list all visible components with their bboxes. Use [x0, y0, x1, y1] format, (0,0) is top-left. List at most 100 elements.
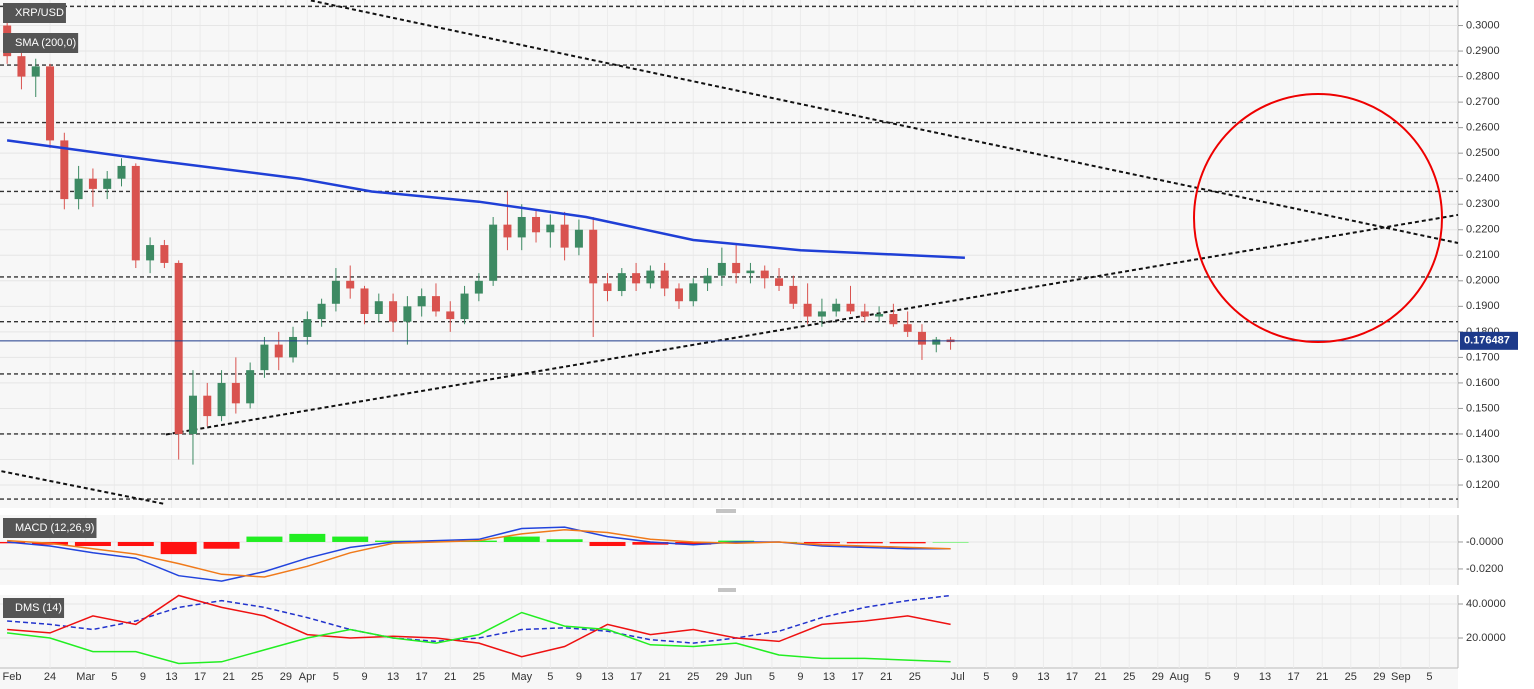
y-tick-label: 0.2900	[1466, 45, 1500, 57]
candle-body	[360, 288, 369, 314]
y-tick-label: 0.2400	[1466, 173, 1500, 185]
candle-body	[903, 324, 912, 332]
candle-body	[589, 229, 598, 284]
y-tick-label: 0.2000	[1466, 275, 1500, 287]
candle-body	[732, 262, 741, 274]
candle-body	[431, 296, 440, 312]
panel-title: MACD (12,26,9)	[15, 522, 94, 534]
x-tick-label: 29	[1373, 671, 1385, 683]
x-tick-label: 13	[601, 671, 613, 683]
histogram-bar	[117, 541, 154, 547]
x-tick-label: Sep	[1391, 671, 1411, 683]
x-tick-label: Jun	[734, 671, 752, 683]
x-tick-label: 5	[1426, 671, 1432, 683]
candle-body	[417, 296, 426, 307]
x-tick-label: 21	[1316, 671, 1328, 683]
candle-body	[203, 395, 212, 417]
candle-body	[74, 178, 83, 200]
candle-body	[832, 303, 841, 312]
candle-body	[103, 178, 112, 189]
x-tick-label: 17	[416, 671, 428, 683]
y-tick-label: 0.3000	[1466, 19, 1500, 31]
x-tick-label: 21	[880, 671, 892, 683]
x-tick-label: 9	[140, 671, 146, 683]
histogram-bar	[889, 541, 926, 544]
candle-body	[474, 280, 483, 294]
candle-body	[860, 311, 869, 317]
y-tick-label: -0.0200	[1466, 563, 1503, 575]
candle-body	[174, 262, 183, 434]
y-tick-label: 0.2200	[1466, 224, 1500, 236]
candle-body	[817, 311, 826, 317]
histogram-bar	[74, 541, 111, 547]
x-tick-label: 17	[630, 671, 642, 683]
y-tick-label: 0.1900	[1466, 300, 1500, 312]
x-tick-label: 13	[165, 671, 177, 683]
x-tick-label: 21	[659, 671, 671, 683]
x-tick-label: Mar	[76, 671, 95, 683]
candle-body	[917, 331, 926, 345]
y-tick-label: 0.2100	[1466, 249, 1500, 261]
candle-body	[260, 344, 269, 371]
candle-body	[246, 370, 255, 404]
x-tick-label: 9	[576, 671, 582, 683]
x-tick-label: May	[511, 671, 532, 683]
x-tick-label: 25	[909, 671, 921, 683]
candle-body	[603, 283, 612, 292]
candle-body	[746, 270, 755, 274]
candle-body	[117, 165, 126, 179]
x-tick-label: Apr	[299, 671, 316, 683]
x-tick-label: 9	[797, 671, 803, 683]
resize-handle[interactable]	[716, 509, 736, 592]
candle-body	[889, 313, 898, 325]
x-tick-label: 29	[280, 671, 292, 683]
histogram-bar	[932, 541, 969, 543]
plot-background	[0, 0, 1458, 689]
histogram-bar	[589, 541, 626, 547]
overlay-label-box	[3, 33, 79, 53]
candle-body	[217, 382, 226, 417]
candle-body	[317, 303, 326, 320]
x-tick-label: 25	[251, 671, 263, 683]
candle-body	[517, 216, 526, 238]
candle-body	[646, 270, 655, 284]
series-line	[6, 139, 965, 260]
y-tick-label: 0.2300	[1466, 198, 1500, 210]
y-tick-label: 0.1700	[1466, 351, 1500, 363]
candle-body	[689, 283, 698, 302]
x-tick-label: 9	[1012, 671, 1018, 683]
candle-body	[674, 288, 683, 302]
candle-body	[632, 273, 641, 284]
x-tick-label: Jul	[951, 671, 965, 683]
x-tick-label: 5	[111, 671, 117, 683]
panel-title-box	[3, 518, 97, 538]
y-tick-label: 0.2700	[1466, 96, 1500, 108]
panel-title: DMS (14)	[15, 602, 62, 614]
candle-body	[875, 313, 884, 317]
candle-body	[346, 280, 355, 289]
series-line	[7, 594, 951, 658]
candle-body	[146, 245, 155, 261]
candle-body	[489, 224, 498, 281]
x-tick-label: 17	[1066, 671, 1078, 683]
candle-body	[188, 395, 197, 434]
candle-body	[789, 285, 798, 304]
x-tick-label: 9	[361, 671, 367, 683]
histogram-bar	[632, 541, 669, 545]
candle-body	[60, 140, 69, 200]
candle-body	[446, 311, 455, 320]
x-tick-label: 5	[1205, 671, 1211, 683]
trend-line	[165, 213, 1459, 436]
x-tick-label: 21	[444, 671, 456, 683]
candle-body	[546, 224, 555, 233]
histogram-bar	[546, 539, 583, 542]
histogram-bar	[289, 533, 326, 542]
candle-body	[803, 303, 812, 317]
candle-body	[88, 178, 97, 189]
panel-title-box	[3, 598, 65, 618]
candle-body	[389, 301, 398, 322]
last-price-box	[1460, 331, 1518, 350]
candle-body	[660, 270, 669, 289]
